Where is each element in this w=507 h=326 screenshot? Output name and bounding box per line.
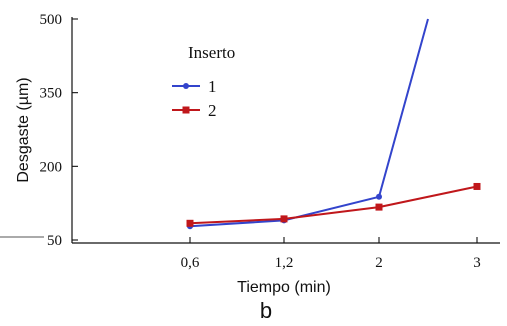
series-2-point: [375, 203, 383, 211]
legend: Inserto 1 2: [172, 43, 235, 120]
y-axis-ticks: 50 200 350 500: [40, 12, 78, 249]
y-tick-label: 200: [40, 159, 63, 175]
panel-label: b: [260, 298, 272, 323]
legend-entry-label: 1: [208, 77, 217, 96]
legend-swatch-marker: [183, 83, 189, 89]
y-tick-label: 350: [40, 86, 63, 102]
x-tick-label: 1,2: [275, 255, 294, 271]
legend-title: Inserto: [188, 43, 235, 62]
legend-entry-label: 2: [208, 101, 217, 120]
x-tick-label: 3: [473, 255, 481, 271]
series-1-line: [189, 18, 429, 228]
legend-swatch-marker: [182, 106, 190, 114]
x-tick-label: 2: [375, 255, 383, 271]
series-1-point: [376, 193, 382, 200]
x-axis-label: Tiempo (min): [237, 279, 331, 296]
series-2-line: [189, 185, 478, 225]
y-axis-label: Desgaste (µm): [15, 77, 32, 182]
y-tick-label: 50: [47, 233, 62, 249]
series-layer: [186, 18, 481, 230]
axes: [0, 17, 500, 244]
x-axis-ticks: 0,6 1,2 2 3: [181, 237, 481, 271]
y-tick-label: 500: [40, 12, 63, 28]
x-tick-label: 0,6: [181, 255, 200, 271]
series-2-point: [473, 182, 481, 190]
series-2-point: [186, 219, 194, 227]
series-2-point: [280, 215, 288, 223]
